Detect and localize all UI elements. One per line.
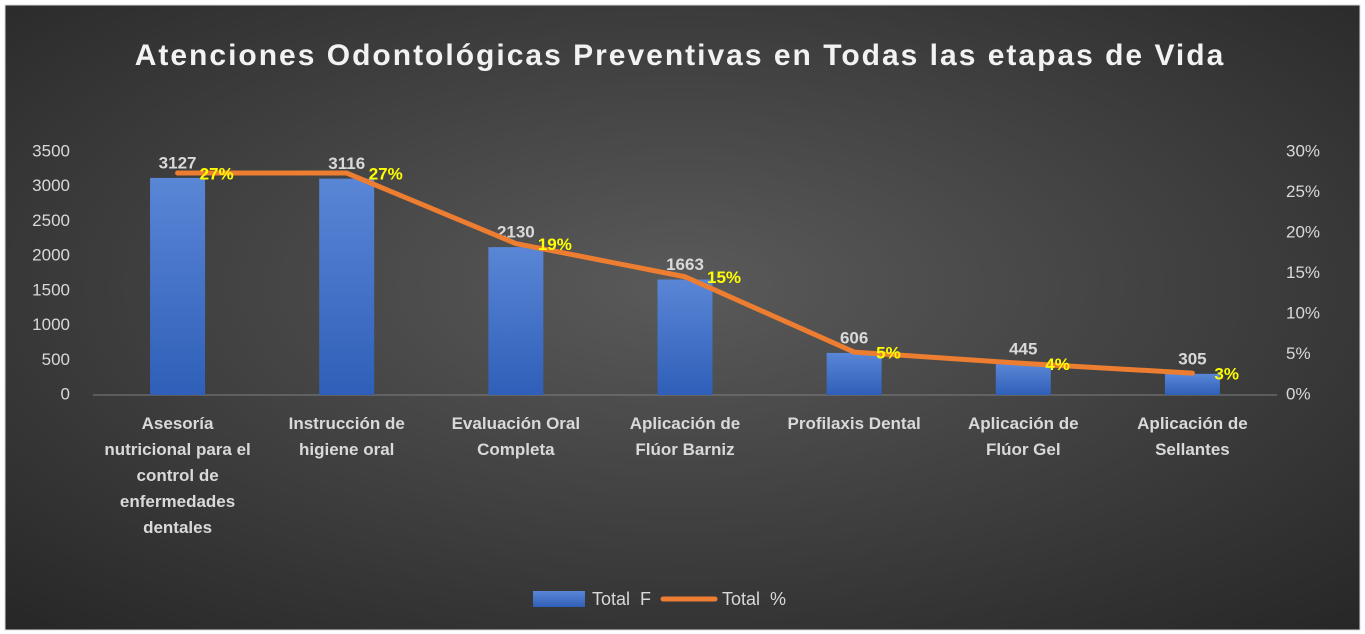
line-value-label: 19% [538, 235, 572, 254]
legend-label: Total F [592, 589, 651, 609]
line-value-label: 4% [1045, 355, 1070, 374]
y-tick-label: 500 [42, 350, 70, 369]
bar-value-label: 445 [1009, 340, 1037, 359]
x-tick-label: Profilaxis Dental [788, 414, 921, 433]
bar [488, 247, 544, 395]
y-tick-label: 1000 [32, 315, 70, 334]
legend-label: Total % [722, 589, 786, 609]
bar [1164, 373, 1220, 395]
line-value-label: 27% [200, 165, 234, 184]
bar-value-label: 2130 [497, 223, 535, 242]
y-tick-label: 2000 [32, 246, 70, 265]
x-tick-label: Asesoría nutricional para el control de enf… [104, 414, 250, 537]
legend-swatch [533, 591, 585, 607]
y-tick-label: 2500 [32, 211, 70, 230]
y-tick-label: 0 [61, 384, 70, 403]
bar-value-label: 1663 [666, 255, 704, 274]
line-value-label: 27% [369, 165, 403, 184]
line-value-label: 5% [876, 344, 901, 363]
line-value-label: 3% [1214, 365, 1239, 384]
y2-tick-label: 30% [1286, 141, 1320, 160]
bar-value-label: 3127 [159, 153, 197, 172]
line [175, 170, 1195, 376]
bar [319, 178, 375, 395]
bar-value-label: 3116 [328, 154, 365, 173]
y-tick-label: 3500 [32, 141, 70, 160]
x-tick-label: Instrucción de higiene oral [289, 414, 405, 459]
y2-tick-label: 25% [1286, 182, 1320, 201]
bar [150, 177, 206, 395]
y2-tick-label: 15% [1286, 263, 1320, 282]
x-tick-label: Aplicación de Flúor Barniz [630, 414, 741, 459]
x-tick-label: Evaluación Oral Completa [452, 414, 581, 459]
y-tick-label: 3000 [32, 176, 70, 195]
y2-tick-label: 0% [1286, 384, 1311, 403]
x-tick-label: Aplicación de Flúor Gel [968, 414, 1079, 459]
y-tick-label: 1500 [32, 280, 70, 299]
bar [657, 279, 713, 395]
chart-title: Atenciones Odontológicas Preventivas en … [135, 39, 1226, 72]
y2-tick-label: 5% [1286, 344, 1311, 363]
y2-tick-label: 20% [1286, 222, 1320, 241]
bar-value-label: 606 [840, 328, 868, 347]
bar-value-label: 305 [1178, 349, 1206, 368]
bar [826, 352, 882, 395]
x-tick-label: Aplicación de Sellantes [1137, 414, 1248, 459]
line-value-label: 15% [707, 268, 741, 287]
y2-tick-label: 10% [1286, 303, 1320, 322]
bar [995, 364, 1051, 395]
